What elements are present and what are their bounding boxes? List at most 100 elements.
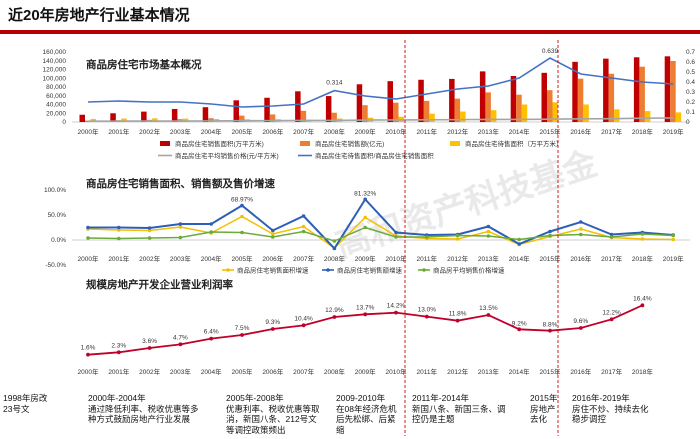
chart3-point (394, 310, 398, 315)
chart3-data-label: 13.7% (356, 304, 375, 311)
chart2-point-series3 (209, 230, 213, 234)
chart3-x-tick: 2006年 (262, 367, 283, 376)
chart2-annotation-2005: 68.97% (231, 197, 253, 204)
chart1-bar-series1 (233, 100, 239, 122)
chart1-bar-series3 (152, 118, 158, 122)
chart1-bar-series2 (516, 94, 522, 122)
chart3-data-label: 4.7% (173, 334, 188, 341)
page-title: 近20年房地产行业基本情况 (8, 7, 190, 24)
chart2-point-series1 (147, 228, 152, 233)
chart3-x-tick: 2000年 (78, 367, 99, 376)
chart1-bar-series1 (633, 57, 640, 122)
chart2-point-series3 (486, 234, 491, 238)
chart2-x-tick: 2015年 (540, 254, 561, 263)
chart1-yright-tick: 0.2 (686, 99, 695, 106)
chart1-legend-label: 商品房住宅平均销售价格(元/平方米) (175, 151, 279, 160)
chart2-point-series2 (178, 222, 183, 226)
chart1-bar-series1 (387, 81, 393, 122)
chart1-bar-series2 (393, 102, 399, 122)
chart2-point-series2 (363, 197, 368, 202)
chart1-bar-series3 (460, 111, 466, 122)
chart2-legend-marker (226, 268, 230, 272)
chart1-bar-series2 (362, 105, 368, 122)
chart1-bar-series3 (490, 110, 497, 122)
chart1-x-tick: 2009年 (355, 127, 376, 136)
chart1-bar-series1 (110, 113, 116, 122)
chart3-x-tick: 2016年 (570, 367, 591, 376)
chart2-point-series3 (117, 236, 121, 241)
phase-1998-line2: 23号文 (3, 403, 30, 414)
chart2-x-tick: 2016年 (570, 254, 591, 263)
chart1-bar-series2 (639, 66, 645, 122)
chart1-bar-series2 (269, 114, 276, 122)
chart2-point-series1 (271, 232, 275, 236)
chart2-legend-marker (326, 268, 330, 272)
chart2-x-tick: 2002年 (139, 254, 160, 263)
chart3-x-tick: 2002年 (139, 367, 160, 376)
chart2-point-series2 (332, 246, 337, 251)
chart3-data-label: 8.8% (543, 322, 558, 329)
phase-2009-2010-line1: 2009-2010年 (336, 393, 386, 403)
chart2-y-tick: -50.0% (45, 262, 66, 269)
chart1-bar-series1 (295, 91, 301, 122)
chart1-yright-tick: 0.7 (686, 49, 695, 56)
chart3-x-tick: 2009年 (355, 367, 376, 376)
chart3-x-tick: 2011年 (417, 367, 438, 376)
chart1-annotation-2015: 0.639 (542, 48, 559, 55)
chart1-yleft-tick: 40,000 (46, 102, 66, 109)
chart3-data-label: 6.4% (204, 329, 219, 336)
chart3-point (116, 350, 121, 355)
phase-2009-2010-line3: 后先松绑、后紧 (336, 414, 396, 424)
chart2-point-series2 (117, 225, 121, 230)
phase-2009-2010: 2009-2010年 在08年经济危机 后先松绑、后紧 缩 (336, 393, 408, 435)
chart2-point-series3 (363, 225, 368, 230)
chart2-x-tick: 2013年 (478, 254, 499, 263)
chart2-x-tick: 2003年 (170, 254, 191, 263)
chart1-legend-label: 商品房住宅销售额(亿元) (315, 139, 384, 148)
chart1-bar-series1 (202, 107, 209, 122)
chart1-bar-series3 (583, 104, 589, 122)
phase-1998-line1: 1998年房改 (3, 393, 48, 403)
phase-2000-2004-line2: 通过降低利率、税收优惠等多 (88, 403, 199, 414)
chart2-title: 商品房住宅销售面积、销售额及售价增速 (86, 177, 275, 190)
chart1-bar-series1 (603, 58, 609, 122)
chart1-bar-series3 (675, 112, 682, 122)
chart1-x-tick: 2004年 (201, 127, 222, 136)
watermark: 高和资产科技基金 (331, 143, 603, 264)
chart1-yright-tick: 0 (686, 119, 690, 126)
chart1-bar-series1 (664, 56, 671, 123)
chart2-x-tick: 2008年 (324, 254, 345, 263)
phase-2009-2010-line2: 在08年经济危机 (336, 403, 397, 414)
chart1-yleft-tick: 80,000 (46, 84, 66, 91)
chart2-point-series2 (240, 203, 244, 208)
phase-2000-2004-line1: 2000年-2004年 (88, 393, 146, 403)
chart3-x-tick: 2001年 (108, 367, 129, 376)
chart2-point-series2 (609, 232, 614, 237)
phase-2015-line2: 房地产 (530, 403, 556, 414)
chart3-point (640, 303, 645, 308)
chart3-data-label: 13.5% (479, 305, 498, 312)
chart2-x-tick: 2019年 (663, 254, 684, 263)
phase-2005-2008-line3: 消，新国八条、212号文 (226, 414, 317, 424)
chart1-x-tick: 2005年 (232, 127, 253, 136)
chart2-point-series3 (455, 233, 460, 238)
chart3-data-label: 3.6% (142, 338, 157, 345)
chart2-point-series3 (240, 230, 244, 235)
phase-2005-2008-line4: 等调控政策频出 (226, 424, 286, 435)
phase-2000-2004-line3: 种方式鼓励房地产行业发展 (88, 414, 191, 424)
chart3-point (609, 317, 614, 322)
chart2-point-series3 (517, 237, 521, 242)
chart1-yleft-tick: 100,000 (43, 75, 67, 82)
phase-2016-2019-line3: 稳步调控 (572, 414, 607, 424)
chart1-bar-series1 (264, 97, 270, 122)
chart2-x-tick: 2017年 (601, 254, 622, 263)
chart2-line-series3 (87, 226, 674, 242)
chart3-point (178, 342, 183, 347)
chart3-data-label: 9.6% (573, 318, 588, 325)
chart2-point-series1 (363, 215, 368, 220)
chart2-x-tick: 2006年 (262, 254, 283, 263)
chart2-point-series2 (394, 230, 398, 235)
chart1-legend-swatch (300, 141, 310, 146)
chart3-data-label: 13.0% (418, 307, 437, 314)
chart3-data-label: 1.6% (81, 345, 96, 352)
